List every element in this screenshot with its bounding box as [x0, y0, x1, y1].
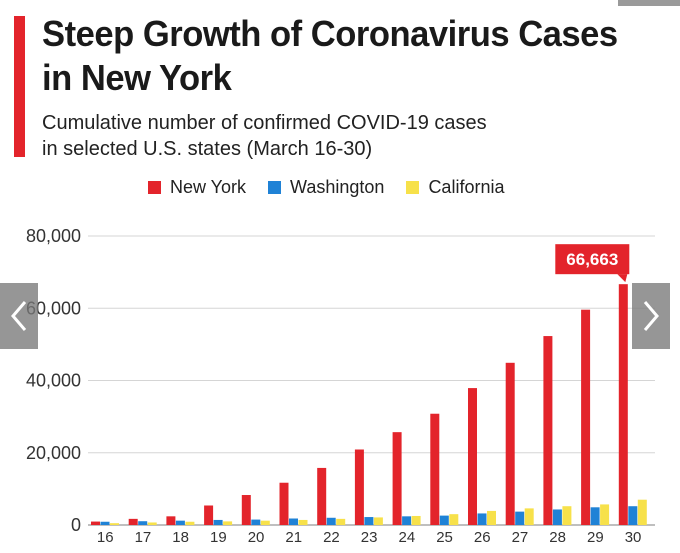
x-tick-label: 24	[399, 529, 416, 546]
corner-decoration	[618, 0, 680, 6]
x-tick-label: 18	[172, 529, 189, 546]
bar-washington-18	[175, 520, 185, 525]
y-tick-label: 20,000	[26, 443, 81, 463]
x-tick-label: 25	[436, 529, 453, 546]
bar-california-24	[411, 515, 421, 525]
bar-new-york-22	[317, 467, 327, 525]
x-tick-label: 19	[210, 529, 227, 546]
bar-washington-17	[138, 521, 148, 525]
annotation-box	[555, 244, 630, 275]
y-tick-label: 40,000	[26, 371, 81, 391]
legend-label-new-york: New York	[170, 176, 247, 197]
chevron-left-icon[interactable]	[0, 283, 38, 349]
x-tick-label: 27	[512, 529, 529, 546]
chart-title: Steep Growth of Coronavirus Cases in New…	[42, 13, 618, 98]
subtitle-line-1: Cumulative number of confirmed COVID-19 …	[42, 112, 487, 134]
chart-subtitle: Cumulative number of confirmed COVID-19 …	[42, 110, 562, 162]
bar-california-19	[223, 521, 233, 525]
bar-new-york-23	[354, 449, 364, 525]
legend-label-washington: Washington	[290, 176, 385, 197]
gridlines	[88, 235, 655, 526]
bar-new-york-17	[128, 518, 138, 525]
x-tick-label: 23	[361, 529, 378, 546]
bar-washington-25	[439, 515, 449, 525]
bar-new-york-16	[91, 521, 100, 525]
bar-california-21	[298, 519, 308, 525]
legend-label-california: California	[428, 176, 505, 197]
chart-legend: New York Washington California	[148, 176, 526, 198]
x-tick-label: 30	[625, 529, 642, 546]
bar-california-23	[373, 517, 383, 525]
legend-swatch-washington	[268, 180, 282, 194]
y-tick-label: 60,000	[26, 298, 81, 318]
bar-new-york-19	[204, 505, 214, 525]
bar-new-york-30	[618, 284, 628, 525]
annotation-pointer	[617, 274, 628, 283]
bar-washington-16	[100, 521, 110, 525]
x-tick-label: 29	[587, 529, 604, 546]
bar-washington-24	[402, 516, 412, 525]
annotation: 66,663	[555, 244, 630, 283]
bar-california-30	[637, 499, 647, 525]
bar-california-22	[336, 518, 346, 525]
bar-california-20	[260, 520, 270, 525]
bar-new-york-28	[543, 336, 553, 525]
bar-california-28	[562, 506, 572, 525]
bar-washington-23	[364, 517, 374, 525]
bar-washington-21	[289, 518, 298, 525]
bar-new-york-26	[468, 388, 477, 525]
x-tick-label: 21	[285, 529, 302, 546]
bars	[91, 284, 647, 525]
bar-california-27	[524, 508, 534, 525]
bar-california-29	[600, 504, 610, 525]
legend-swatch-california	[406, 180, 420, 194]
bar-california-26	[487, 510, 496, 525]
bar-washington-27	[515, 511, 525, 525]
chevron-right-icon[interactable]	[632, 283, 670, 349]
y-axis-ticks: 0 20,000 40,000 60,000 80,000	[26, 226, 81, 535]
x-tick-label: 17	[135, 529, 152, 546]
legend-item-new-york: New York	[148, 177, 246, 198]
bar-washington-28	[552, 509, 562, 525]
bar-new-york-24	[392, 432, 402, 525]
bar-washington-29	[590, 507, 600, 525]
x-axis-ticks: 16 17 18 19 20 21 22 23 24 25 26 27 28 29 30	[97, 529, 641, 546]
x-tick-label: 20	[248, 529, 265, 546]
legend-item-california: California	[406, 177, 504, 198]
bar-new-york-21	[279, 482, 289, 525]
bar-new-york-20	[241, 495, 251, 525]
title-accent-bar	[14, 16, 25, 157]
x-tick-label: 28	[549, 529, 566, 546]
bar-washington-19	[213, 519, 223, 525]
bar-california-18	[185, 521, 195, 525]
y-tick-label: 80,000	[26, 226, 81, 246]
bar-new-york-18	[166, 516, 176, 525]
bar-new-york-27	[505, 362, 515, 525]
x-tick-label: 22	[323, 529, 340, 546]
bar-washington-26	[477, 513, 487, 525]
bar-washington-22	[326, 517, 336, 525]
bar-washington-20	[251, 519, 261, 525]
bar-washington-30	[628, 506, 638, 525]
bar-california-16	[110, 523, 119, 525]
x-tick-label: 16	[97, 529, 114, 546]
legend-item-washington: Washington	[268, 177, 384, 198]
bar-california-17	[147, 522, 157, 525]
y-tick-label: 0	[71, 515, 81, 535]
bar-california-25	[449, 514, 459, 525]
annotation-label: 66,663	[566, 250, 618, 269]
subtitle-line-2: in selected U.S. states (March 16-30)	[42, 138, 373, 160]
x-tick-label: 26	[474, 529, 491, 546]
bar-new-york-25	[430, 413, 440, 525]
bar-new-york-29	[581, 309, 591, 525]
legend-swatch-new-york	[148, 180, 161, 194]
